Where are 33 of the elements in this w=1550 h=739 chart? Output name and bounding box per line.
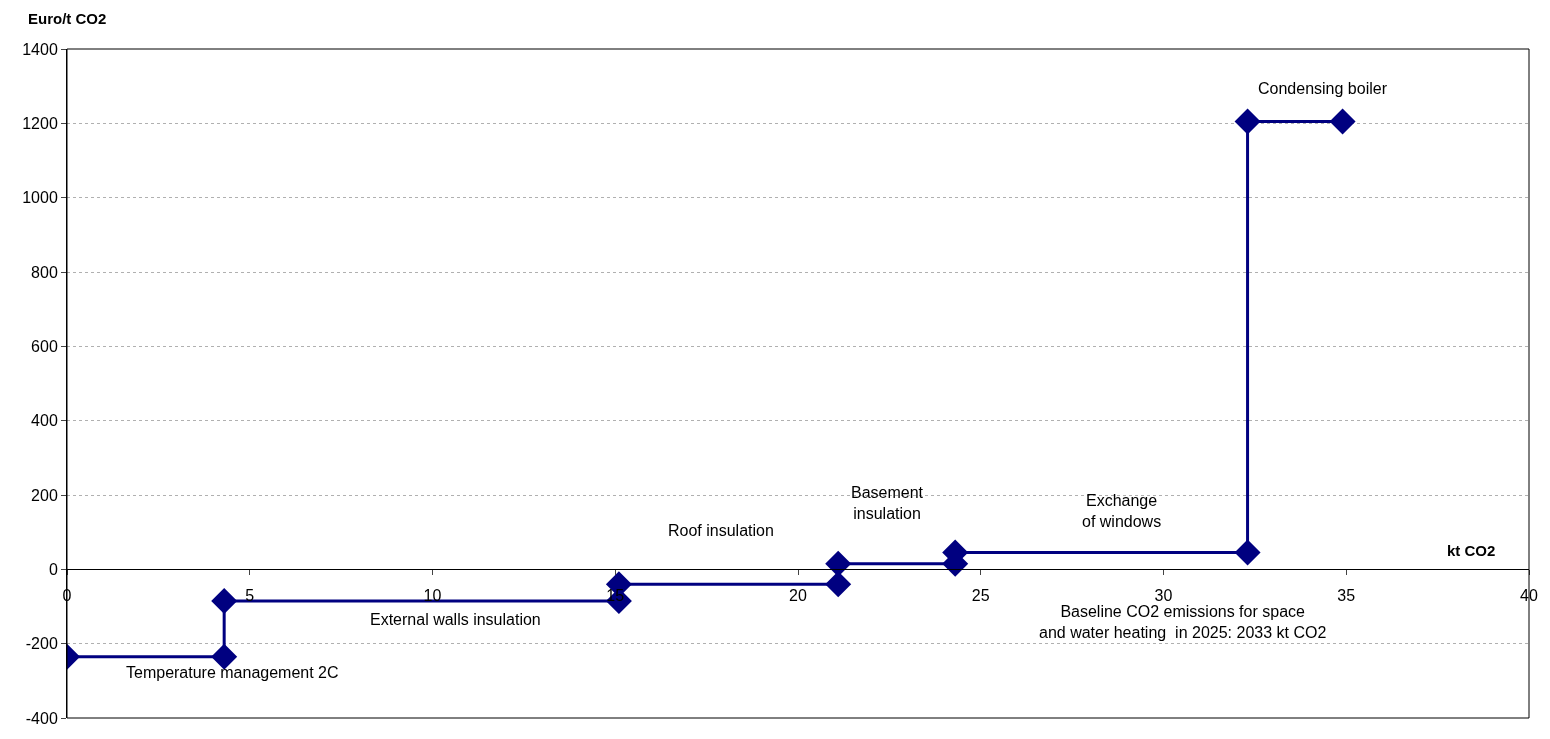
x-tick-label: 10 bbox=[423, 586, 442, 604]
point bbox=[825, 550, 852, 577]
annotation: Basement insulation bbox=[851, 484, 924, 522]
point bbox=[211, 587, 238, 614]
point bbox=[1329, 108, 1356, 135]
x-tick-label: 40 bbox=[1520, 586, 1538, 604]
x-tick-label: 25 bbox=[971, 586, 990, 604]
point bbox=[1234, 539, 1261, 566]
x-tick-label: 30 bbox=[1154, 586, 1173, 604]
y-tick-label: 1000 bbox=[22, 189, 58, 207]
y-tick-label: 0 bbox=[48, 560, 58, 578]
point bbox=[825, 571, 852, 598]
y-tick-label: -400 bbox=[25, 709, 58, 727]
y-tick-label: 1200 bbox=[22, 114, 58, 132]
annotation: Baseline CO2 emissions for space and water heating in 2025: 2033 kt CO2 bbox=[1039, 603, 1327, 641]
annotation: Condensing boiler bbox=[1258, 80, 1388, 97]
annotation: External walls insulation bbox=[370, 611, 541, 628]
y-tick-label: 800 bbox=[31, 263, 58, 281]
annotation: Roof insulation bbox=[668, 522, 774, 539]
y-tick-label: 600 bbox=[31, 337, 58, 355]
annotation: Temperature management 2C bbox=[126, 664, 339, 681]
x-tick-label: 20 bbox=[789, 586, 807, 604]
y-axis-title: Euro/t CO2 bbox=[28, 10, 107, 27]
point bbox=[1234, 108, 1261, 135]
y-tick-label: -200 bbox=[25, 635, 58, 653]
y-tick-label: 200 bbox=[31, 486, 58, 504]
x-tick-label: 5 bbox=[245, 586, 255, 604]
annotation: Exchange of windows bbox=[1082, 492, 1162, 530]
x-tick-label: 35 bbox=[1337, 586, 1356, 604]
x-axis-title: kt CO2 bbox=[1447, 542, 1496, 559]
y-tick-label: 400 bbox=[31, 412, 58, 430]
y-tick-label: 1400 bbox=[22, 40, 58, 58]
x-tick-label: 15 bbox=[606, 586, 625, 604]
